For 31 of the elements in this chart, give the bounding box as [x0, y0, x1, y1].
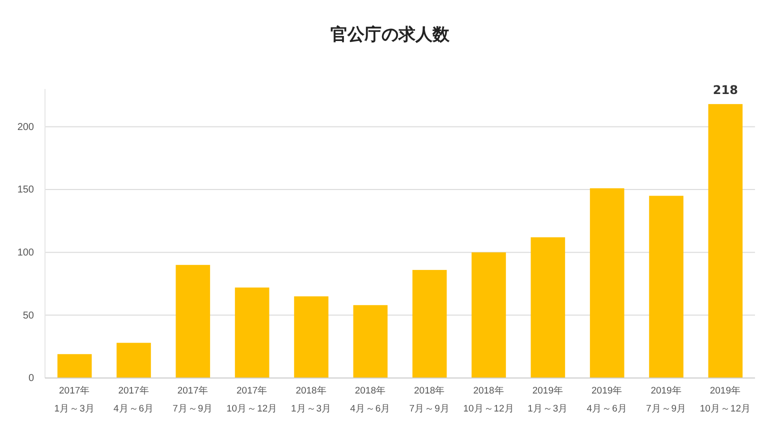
x-tick-label: 2019年 4月～6月: [586, 384, 628, 414]
bar: [590, 188, 624, 378]
x-tick-label: 2018年 10月～12月: [463, 384, 514, 414]
y-tick-label: 0: [28, 373, 34, 384]
bar: [472, 252, 506, 378]
bar: [116, 342, 151, 378]
bar: [708, 104, 743, 378]
bar: [412, 270, 447, 378]
bar: [353, 305, 388, 378]
bar: [530, 237, 566, 378]
bar: [294, 296, 328, 378]
y-tick-label: 100: [17, 248, 34, 259]
x-tick-label: 2017年 1月～3月: [54, 384, 95, 414]
bar: [234, 288, 270, 378]
bar: [176, 264, 210, 378]
data-label: 218: [712, 83, 738, 98]
x-tick-label: 2017年 4月～6月: [113, 384, 154, 414]
y-tick-label: 50: [22, 310, 34, 322]
x-tick-label: 2019年 1月～3月: [528, 384, 568, 414]
x-tick-label: 2018年 7月～9月: [409, 384, 450, 414]
x-tick-label: 2019年 7月～9月: [646, 384, 687, 414]
y-tick-label: 150: [17, 184, 34, 196]
bar: [649, 196, 684, 378]
x-tick-label: 2019年 10月～12月: [700, 384, 751, 414]
x-tick-label: 2017年 7月～9月: [172, 384, 214, 414]
chart-title: 官公庁の求人数: [330, 25, 450, 45]
x-tick-label: 2018年 1月～3月: [290, 384, 332, 414]
x-tick-label: 2017年 10月～12月: [226, 384, 278, 414]
y-tick-label: 200: [17, 122, 34, 133]
x-tick-label: 2018年 4月～6月: [350, 384, 391, 414]
bar: [57, 354, 92, 378]
